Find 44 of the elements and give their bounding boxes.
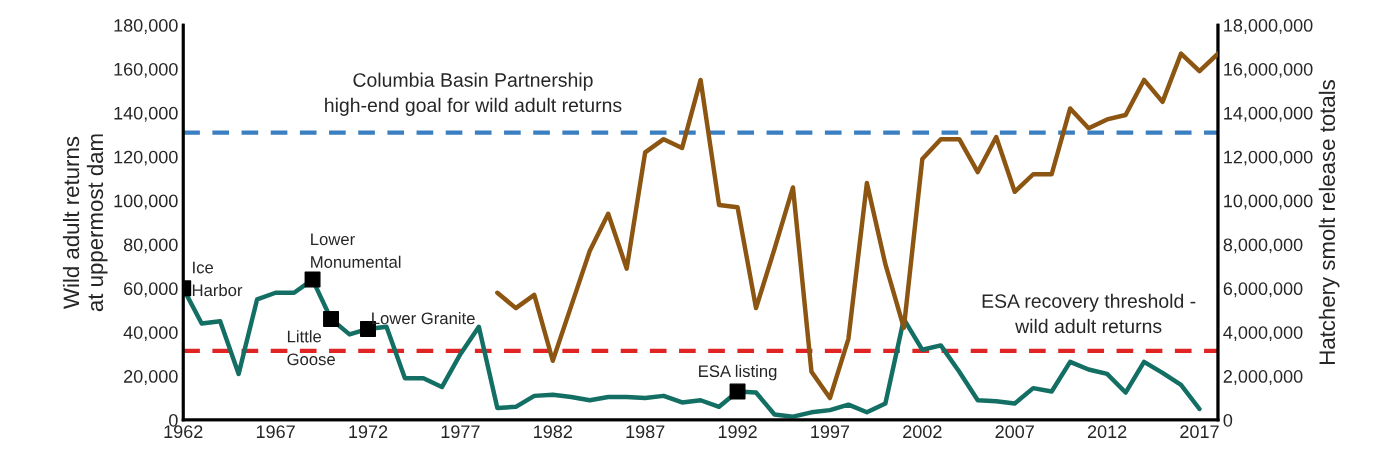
annotation: Lower Monumental [311,233,401,268]
y2-tick-label: 12,000,000 [1224,150,1313,166]
y2-tick-label: 6,000,000 [1223,282,1303,298]
y-tick-label: 140,000 [114,106,178,122]
x-tick-label: 1962 [164,425,203,439]
y2-tick-label: 10,000,000 [1224,194,1313,210]
x-tick-label: 1972 [349,425,388,439]
x-tick-label: 2017 [1180,425,1219,439]
x-tick-label: 1967 [256,425,295,439]
x-tick-label: 1982 [534,425,572,439]
x-tick-label: 2007 [995,425,1034,439]
y-tick-label: 120,000 [114,150,178,166]
y-tick-label: 80,000 [123,238,178,254]
annotation: Little Goose [287,330,335,366]
x-tick-label: 1992 [718,425,757,439]
x-tick-label: 2002 [903,425,942,439]
y2-tick-label: 14,000,000 [1224,106,1313,122]
y2-tick-label: 8,000,000 [1223,238,1303,254]
y2-tick-label: 18,000,000 [1224,19,1313,34]
y-axis-title: Wild adult returns at uppermost dam [62,134,108,312]
y2-tick-label: 0 [1223,413,1233,427]
y-tick-label: 160,000 [114,62,178,78]
annotation: ESA listing [699,364,777,381]
y-tick-label: 20,000 [124,370,178,385]
point [729,383,746,400]
y-tick-label: 40,000 [123,326,178,342]
y2-tick-label: 4,000,000 [1223,326,1303,342]
x-tick-label: 1997 [811,425,850,439]
y-tick-label: 60,000 [124,282,178,298]
x-tick-label: 1987 [626,425,665,439]
ref-line-label: ESA recovery threshold - wild adult returns [982,293,1196,334]
y2-axis-title: Hatchery smolt release totals [1318,80,1340,364]
y-tick-label: 180,000 [114,19,178,34]
y-tick-label: 100,000 [114,194,178,210]
x-tick-label: 2012 [1087,425,1127,439]
point [304,271,321,288]
point [323,311,340,328]
y2-tick-label: 16,000,000 [1224,62,1313,78]
annotation: Lower Granite [372,312,475,325]
ref-line-label: Columbia Basin Partnership high-end goal for wild adult returns [325,72,622,116]
y2-tick-label: 2,000,000 [1223,370,1303,385]
x-tick-label: 1977 [441,425,480,439]
y-tick-label: 0 [169,413,178,427]
annotation: Ice Harbor [192,261,243,297]
